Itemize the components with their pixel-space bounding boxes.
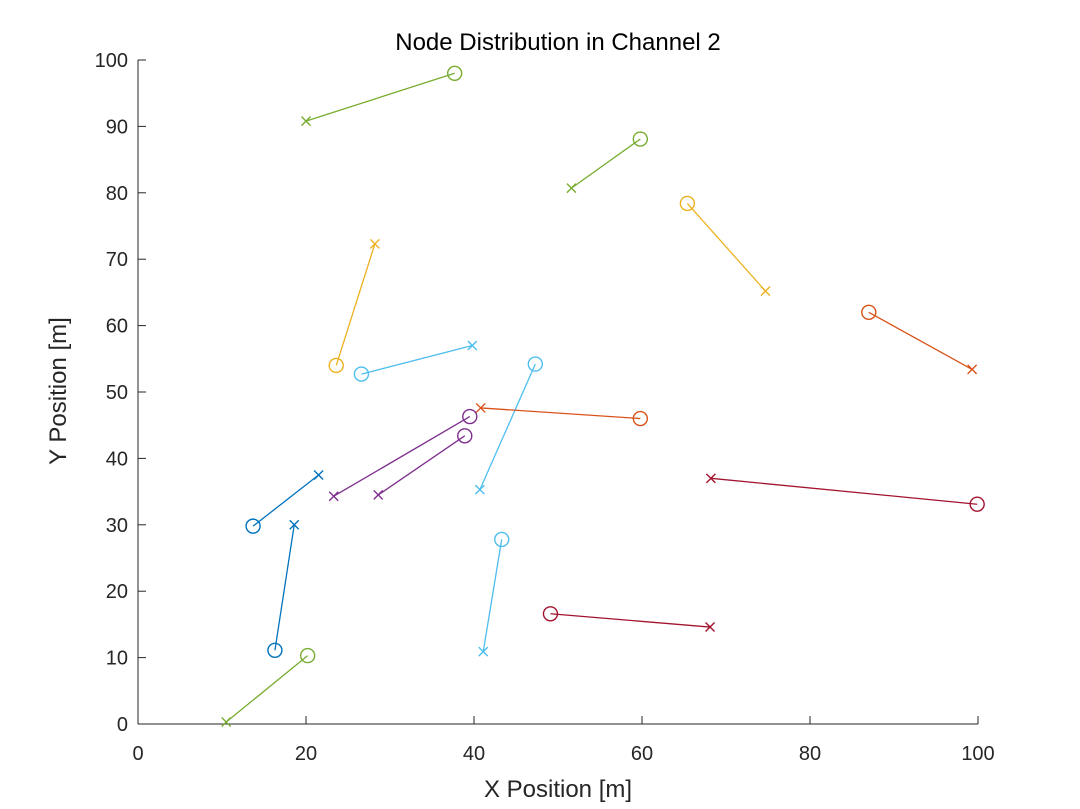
link-line <box>686 202 766 292</box>
link-line <box>377 435 466 496</box>
y-axis-label: Y Position [m] <box>45 317 72 465</box>
link-line <box>335 243 376 366</box>
link-line <box>482 539 503 652</box>
x-tick-label: 60 <box>631 743 653 765</box>
node-pair-13 <box>267 519 300 658</box>
transmitter-marker <box>467 340 478 351</box>
node-pair-5 <box>328 238 380 374</box>
node-pair-9 <box>328 408 478 502</box>
x-tick-label: 0 <box>132 743 143 765</box>
transmitter-marker <box>478 646 489 657</box>
link-line <box>333 416 471 497</box>
transmitter-marker <box>328 491 339 502</box>
y-tick-label: 40 <box>106 448 128 470</box>
transmitter-marker <box>301 116 311 127</box>
y-tick-label: 50 <box>106 382 128 404</box>
receiver-marker <box>245 518 261 534</box>
node-pair-3 <box>679 195 771 297</box>
transmitter-marker <box>221 717 232 728</box>
transmitter-marker <box>760 286 771 297</box>
receiver-marker <box>632 131 649 147</box>
link-line <box>480 407 641 420</box>
node-pair-15 <box>542 606 716 633</box>
link-line <box>225 655 309 723</box>
transmitter-marker <box>475 402 486 413</box>
link-line <box>252 474 319 527</box>
receiver-marker <box>328 357 344 374</box>
link-line <box>571 138 641 189</box>
y-tick-label: 90 <box>106 116 128 138</box>
y-tick-label: 60 <box>106 316 128 338</box>
x-axis-label: X Position [m] <box>484 776 632 803</box>
y-tick-label: 80 <box>106 183 128 205</box>
y-tick-label: 100 <box>95 50 128 72</box>
node-pair-4 <box>861 304 978 375</box>
node-pair-6 <box>353 340 478 382</box>
node-pair-12 <box>245 470 324 534</box>
y-tick-label: 70 <box>106 249 128 271</box>
link-line <box>274 524 295 651</box>
transmitter-marker <box>967 364 978 375</box>
chart-title: Node Distribution in Channel 2 <box>395 29 721 56</box>
axes: 0 20 40 60 80 100 0 10 20 30 40 50 60 70 80 90 100 <box>95 50 995 765</box>
link-line <box>550 613 711 628</box>
y-tick-label: 10 <box>106 648 128 670</box>
transmitter-marker <box>373 489 384 500</box>
receiver-marker <box>861 304 877 321</box>
receiver-marker <box>267 642 283 658</box>
plot-area <box>221 65 985 728</box>
transmitter-marker <box>313 470 324 480</box>
y-tick-label: 0 <box>117 714 128 736</box>
receiver-marker <box>527 356 544 372</box>
node-pair-14 <box>478 531 510 657</box>
receiver-marker <box>353 366 370 382</box>
transmitter-marker <box>369 238 380 249</box>
node-pair-8 <box>475 402 649 427</box>
link-line <box>361 344 473 375</box>
link-line <box>868 311 973 370</box>
transmitter-marker <box>705 473 716 484</box>
transmitter-marker <box>474 484 485 495</box>
receiver-marker <box>462 408 478 425</box>
link-line <box>305 72 455 122</box>
y-tick-label: 20 <box>106 581 128 603</box>
receiver-marker <box>446 65 463 81</box>
x-tick-label: 20 <box>295 743 317 765</box>
y-tick-label: 30 <box>106 515 128 537</box>
transmitter-marker <box>705 622 716 633</box>
receiver-marker <box>542 606 559 622</box>
link-line <box>479 363 536 490</box>
receiver-marker <box>632 410 649 427</box>
x-tick-label: 100 <box>961 743 994 765</box>
node-pair-11 <box>705 473 985 512</box>
receiver-marker <box>494 531 510 548</box>
transmitter-marker <box>289 519 300 530</box>
node-pair-7 <box>474 356 544 495</box>
receiver-marker <box>679 195 696 212</box>
receiver-marker <box>299 647 316 664</box>
node-pair-2 <box>566 131 649 194</box>
x-tick-label: 40 <box>463 743 485 765</box>
node-pair-16 <box>221 647 316 728</box>
x-tick-label: 80 <box>799 743 821 765</box>
node-pair-10 <box>373 428 473 500</box>
receiver-marker <box>969 496 985 512</box>
link-line <box>710 477 978 505</box>
receiver-marker <box>457 428 473 444</box>
node-pair-1 <box>301 65 463 127</box>
transmitter-marker <box>566 183 577 194</box>
